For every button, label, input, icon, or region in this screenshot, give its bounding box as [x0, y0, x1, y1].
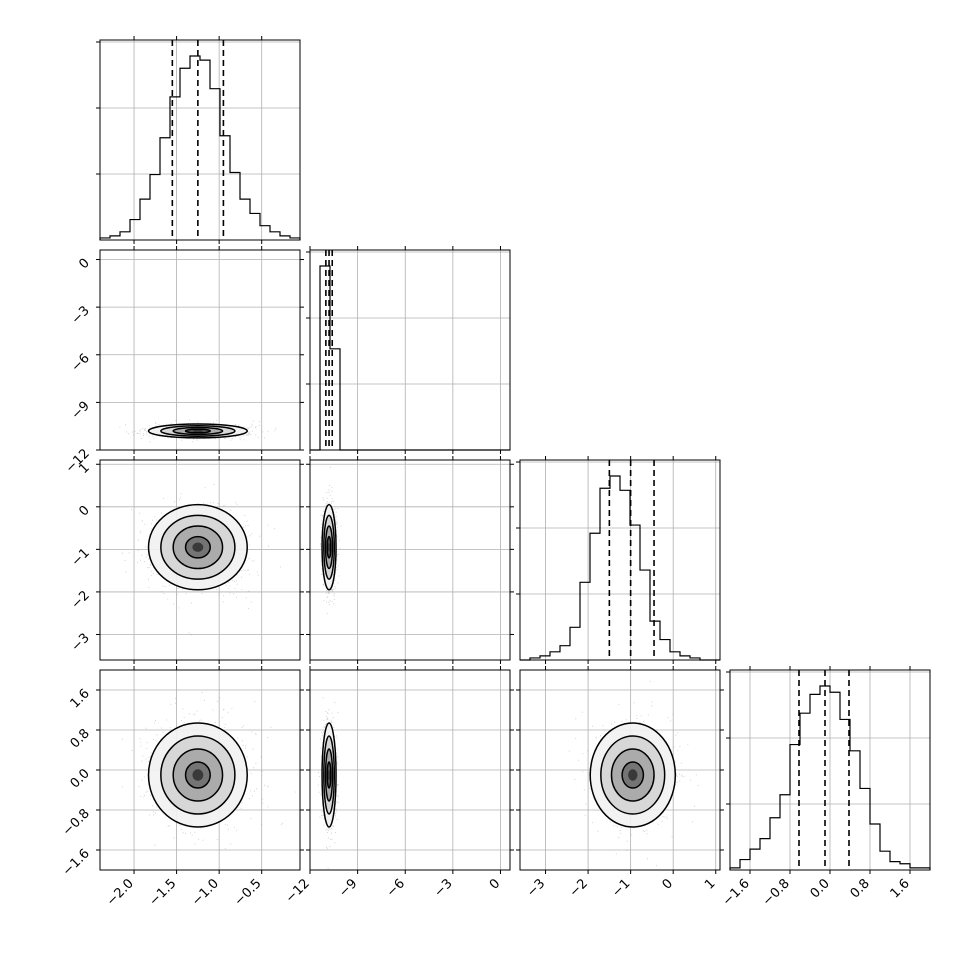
panel-p2-p3: −3 −2 −1 0 1	[516, 666, 724, 900]
x-tick-label: −1.6	[720, 876, 753, 909]
density-fill	[327, 769, 331, 781]
x-tick-label: 0.0	[808, 876, 833, 901]
axes-frame	[309, 249, 511, 451]
y-tick-label: −1	[69, 546, 93, 570]
axes-frame	[519, 669, 721, 871]
x-tick-label: 0.8	[848, 876, 873, 901]
y-tick-label: −3	[69, 303, 93, 327]
axes-frame	[99, 249, 301, 451]
x-tick-label: −0.8	[760, 876, 793, 909]
histogram-p3: −1.6 −0.8 0.0 0.8 1.6	[720, 666, 931, 909]
contour-1	[324, 748, 334, 802]
contour-1	[610, 748, 655, 802]
contour-0	[184, 428, 211, 434]
contour-3	[589, 722, 677, 828]
x-tick-label: 1	[702, 876, 718, 892]
scatter-points	[318, 697, 340, 869]
axes-frame	[519, 459, 721, 661]
axes-frame	[99, 669, 301, 871]
y-tick-label: −0.8	[60, 806, 93, 839]
x-tick-label: −9	[336, 876, 360, 900]
contour-2	[600, 735, 666, 815]
panel-p0-p2: −3 −2 −1 0 1	[69, 456, 304, 664]
x-tick-label: 1.6	[888, 876, 913, 901]
contour-3	[147, 722, 248, 828]
density-layer	[121, 484, 282, 636]
contour-3	[321, 722, 337, 828]
contour-2	[160, 735, 236, 815]
y-tick-label: 1	[76, 460, 92, 476]
axes-frame	[729, 669, 931, 871]
histogram-p2	[516, 456, 721, 664]
contour-1	[324, 525, 334, 570]
panel-p1-p2	[306, 456, 514, 664]
panel-p0-p1: −12−9−6−30	[63, 246, 304, 476]
density-layer	[318, 697, 340, 869]
x-tick-label: −6	[384, 876, 408, 900]
axes-frame	[309, 669, 511, 871]
density-fill	[192, 429, 204, 433]
axes-frame	[309, 459, 511, 661]
contour-1	[172, 748, 224, 802]
contour-0	[184, 535, 211, 559]
x-tick-label: −1	[609, 876, 633, 900]
x-tick-label: 0	[660, 876, 676, 892]
panel-p1-p3: −12 −9 −6 −3 0	[283, 666, 514, 906]
x-tick-label: −3	[432, 876, 456, 900]
density-fill	[192, 542, 204, 552]
contour-3	[147, 423, 248, 439]
y-tick-label: 1.6	[68, 686, 93, 711]
y-tick-label: 0.8	[68, 726, 93, 751]
x-tick-label: −3	[524, 876, 548, 900]
density-fill	[628, 769, 638, 781]
x-tick-label: −2	[567, 876, 591, 900]
x-tick-label: −2.0	[104, 876, 137, 909]
contour-3	[321, 503, 337, 591]
density-layer	[100, 419, 277, 443]
y-tick-label: −3	[69, 631, 93, 655]
density-layer	[320, 466, 342, 614]
density-fill	[327, 542, 331, 552]
x-tick-label: −12	[283, 876, 313, 906]
x-tick-label: −1.0	[189, 876, 222, 909]
histogram-step	[729, 685, 931, 870]
contour-3	[147, 503, 248, 591]
histogram-step	[310, 265, 510, 451]
axes-frame	[99, 459, 301, 661]
histogram-step	[520, 475, 720, 661]
contour-2	[323, 735, 336, 815]
panel-p0-p3: −2.0 −1.5 −1.0 −0.5 −1.6 −0.8 0.0 0.8 1.6	[60, 666, 304, 909]
y-tick-label: 0.0	[68, 766, 93, 791]
histogram-p1	[306, 246, 511, 454]
contour-2	[323, 514, 336, 580]
density-fill	[192, 769, 204, 781]
contour-0	[326, 535, 332, 559]
x-tick-label: −0.5	[232, 876, 265, 909]
histogram-p0	[96, 36, 301, 244]
y-tick-label: −1.6	[60, 846, 93, 879]
axes-frame	[99, 39, 301, 241]
y-tick-label: −2	[69, 588, 93, 612]
contour-0	[326, 761, 332, 789]
y-tick-label: −9	[69, 399, 93, 423]
x-tick-label: 0	[487, 876, 503, 892]
contour-0	[184, 761, 211, 789]
x-tick-label: −1.5	[146, 876, 179, 909]
density-layer	[121, 692, 297, 849]
contour-1	[172, 426, 224, 436]
contour-1	[172, 525, 224, 570]
contour-2	[160, 424, 236, 437]
y-tick-label: 0	[76, 256, 92, 272]
density-layer	[568, 680, 699, 866]
histogram-step	[99, 55, 301, 240]
contour-2	[160, 514, 236, 580]
y-tick-label: 0	[76, 503, 92, 519]
contour-0	[621, 761, 645, 789]
y-tick-label: −6	[69, 351, 93, 375]
